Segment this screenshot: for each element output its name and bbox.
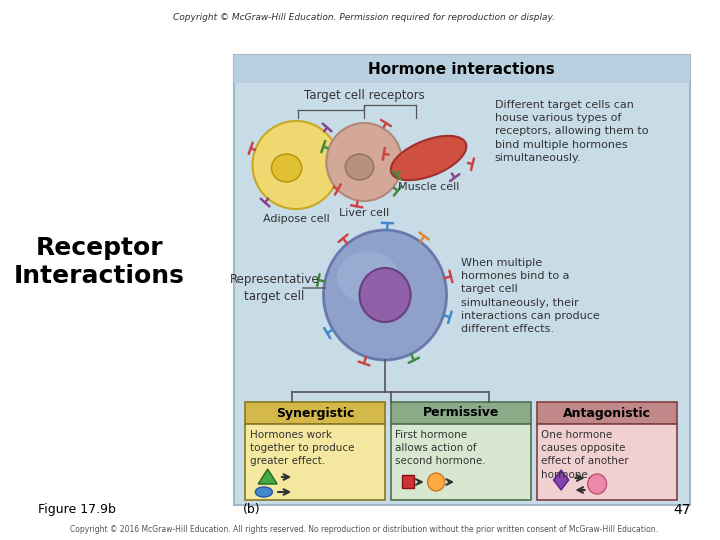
Text: Representative
target cell: Representative target cell — [230, 273, 319, 303]
FancyBboxPatch shape — [245, 402, 385, 424]
Text: Adipose cell: Adipose cell — [263, 214, 330, 224]
Text: Antagonistic: Antagonistic — [562, 407, 651, 420]
Circle shape — [428, 473, 445, 491]
Ellipse shape — [346, 154, 374, 180]
Text: Receptor: Receptor — [35, 236, 163, 260]
Ellipse shape — [337, 251, 399, 303]
Text: Copyright © 2016 McGraw-Hill Education. All rights reserved. No reproduction or : Copyright © 2016 McGraw-Hill Education. … — [71, 525, 658, 535]
Text: Different target cells can
house various types of
receptors, allowing them to
bi: Different target cells can house various… — [495, 100, 648, 163]
FancyBboxPatch shape — [233, 55, 690, 505]
FancyBboxPatch shape — [536, 402, 677, 424]
Text: Synergistic: Synergistic — [276, 407, 354, 420]
Text: When multiple
hormones bind to a
target cell
simultaneously, their
interactions : When multiple hormones bind to a target … — [461, 258, 600, 334]
Text: Target cell receptors: Target cell receptors — [304, 90, 425, 103]
Text: Permissive: Permissive — [423, 407, 499, 420]
Text: Interactions: Interactions — [14, 264, 184, 288]
Text: 47: 47 — [673, 503, 690, 517]
Ellipse shape — [253, 121, 340, 209]
Ellipse shape — [326, 123, 402, 201]
Circle shape — [323, 230, 446, 360]
Text: Copyright © McGraw-Hill Education. Permission required for reproduction or displ: Copyright © McGraw-Hill Education. Permi… — [174, 14, 555, 23]
Text: Hormones work
together to produce
greater effect.: Hormones work together to produce greate… — [250, 430, 354, 467]
Text: Hormone interactions: Hormone interactions — [369, 62, 555, 77]
Ellipse shape — [391, 136, 467, 180]
Polygon shape — [554, 470, 569, 490]
Ellipse shape — [271, 154, 302, 182]
Text: One hormone
causes opposite
effect of another
hormone.: One hormone causes opposite effect of an… — [541, 430, 629, 480]
Text: (b): (b) — [243, 503, 261, 516]
Bar — [402, 475, 415, 488]
Circle shape — [588, 474, 606, 494]
Text: Liver cell: Liver cell — [339, 208, 390, 218]
Text: First hormone
allows action of
second hormone.: First hormone allows action of second ho… — [395, 430, 486, 467]
Text: Muscle cell: Muscle cell — [398, 182, 459, 192]
FancyBboxPatch shape — [536, 424, 677, 500]
Polygon shape — [258, 469, 277, 484]
Circle shape — [359, 268, 410, 322]
FancyBboxPatch shape — [233, 55, 690, 83]
Ellipse shape — [256, 487, 272, 497]
FancyBboxPatch shape — [391, 424, 531, 500]
FancyBboxPatch shape — [245, 424, 385, 500]
FancyBboxPatch shape — [391, 402, 531, 424]
Text: Figure 17.9b: Figure 17.9b — [37, 503, 115, 516]
